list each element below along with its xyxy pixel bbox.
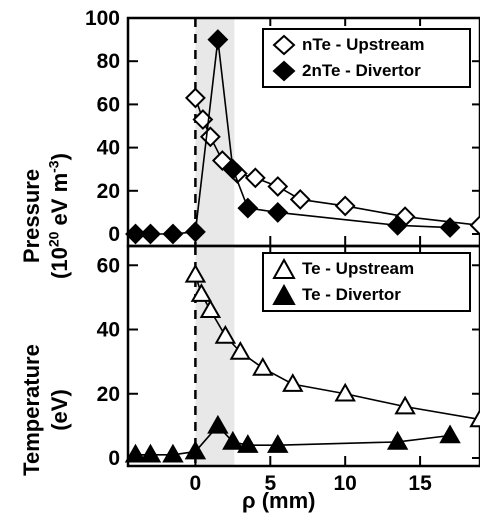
legend-entry-te-divertor: Te - Divertor	[272, 284, 401, 306]
data-point	[139, 443, 162, 463]
x-tick-label: 10	[334, 472, 357, 495]
pressure-axis-title: Pressure	[19, 168, 44, 264]
legend-label: nTe - Upstream	[302, 35, 425, 54]
data-point	[469, 408, 480, 428]
open-triangle-icon	[272, 258, 296, 279]
x-axis-label: ρ (mm)	[242, 488, 316, 513]
data-point	[237, 434, 259, 453]
data-point	[244, 167, 266, 189]
data-point	[207, 29, 229, 51]
series-line	[135, 39, 451, 235]
data-point	[267, 176, 289, 197]
data-point	[229, 340, 252, 360]
filled-diamond-icon	[272, 60, 296, 82]
pressure-axis-unit: (1020 eV m-3)	[45, 153, 72, 279]
data-point	[394, 395, 416, 415]
y-tick-label: 80	[97, 50, 120, 73]
data-point	[289, 189, 311, 210]
pressure-panel: 0 20 40 60 80 100	[85, 7, 480, 248]
y-tick-label: 20	[97, 383, 120, 406]
data-point	[439, 424, 461, 444]
temperature-axis-unit: (eV)	[47, 389, 72, 431]
temperature-axis-title: Temperature	[19, 344, 44, 476]
y-tick-label: 100	[85, 7, 120, 30]
data-point	[199, 299, 222, 318]
data-point	[184, 221, 206, 243]
temperature-panel: 0 20 40 60 0 5 10 15	[97, 244, 480, 495]
y-tick-label: 0	[108, 447, 120, 470]
series-line	[135, 424, 451, 456]
data-point	[184, 440, 207, 460]
legend-label: Te - Upstream	[302, 259, 415, 278]
temperature-axis-label: Temperature (eV)	[18, 310, 78, 510]
x-tick-label: 0	[190, 472, 202, 495]
data-point	[184, 263, 207, 283]
open-diamond-icon	[272, 34, 296, 56]
data-point	[222, 158, 244, 180]
data-point	[162, 443, 184, 463]
legend-entry-2nte-divertor: 2nTe - Divertor	[272, 60, 421, 82]
pressure-axis-label: Pressure (1020 eV m-3)	[18, 136, 78, 296]
x-tick-label: 5	[264, 472, 276, 495]
data-point	[214, 324, 237, 344]
data-point	[386, 430, 409, 450]
filled-triangle-icon	[272, 284, 296, 305]
data-point	[469, 214, 480, 236]
data-point	[207, 414, 229, 434]
data-point	[125, 223, 146, 245]
data-point	[184, 87, 206, 109]
data-point	[334, 195, 356, 217]
data-point	[267, 201, 289, 223]
data-point	[252, 357, 274, 376]
data-point	[190, 283, 213, 302]
data-point	[124, 443, 147, 463]
legend-label: 2nTe - Divertor	[302, 61, 421, 80]
data-point	[222, 430, 244, 450]
data-point	[334, 382, 356, 402]
series-line	[194, 274, 480, 421]
y-tick-label: 40	[97, 137, 120, 160]
y-tick-label: 40	[97, 319, 120, 342]
y-tick-label: 60	[97, 254, 120, 277]
legend-entry-nte-upstream: nTe - Upstream	[272, 34, 425, 56]
temperature-legend: Te - Upstream Te - Divertor	[262, 252, 471, 312]
legend-entry-te-upstream: Te - Upstream	[272, 258, 414, 280]
data-point	[439, 217, 461, 238]
data-point	[387, 214, 409, 236]
data-point	[162, 223, 184, 245]
y-tick-label: 60	[97, 93, 120, 116]
y-tick-label: 0	[108, 223, 120, 246]
x-tick-label: 15	[408, 472, 432, 495]
data-point	[267, 434, 289, 453]
legend-label: Te - Divertor	[302, 285, 401, 304]
data-point	[237, 197, 259, 219]
y-tick-label: 20	[97, 180, 120, 203]
data-point	[282, 373, 304, 392]
plot-frame	[126, 244, 480, 468]
data-point	[140, 223, 161, 245]
pressure-legend: nTe - Upstream 2nTe - Divertor	[262, 28, 471, 88]
